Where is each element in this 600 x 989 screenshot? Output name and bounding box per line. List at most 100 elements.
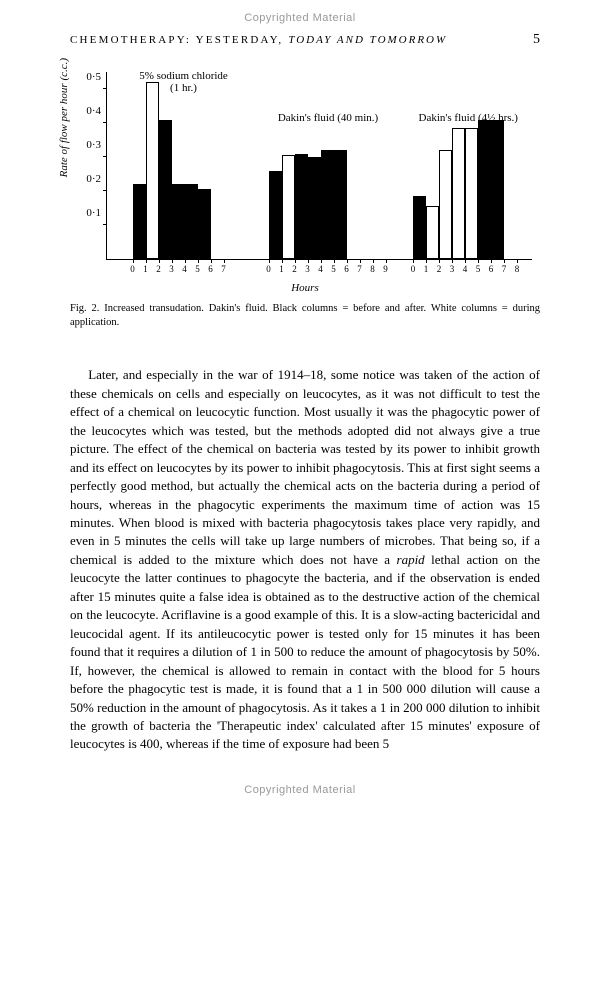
x-tick [172,259,173,263]
bar [172,184,185,259]
x-tick-label: 4 [182,264,187,274]
x-tick-label: 3 [169,264,174,274]
x-tick-label: 8 [515,264,520,274]
y-tick-label: 0·2 [86,173,101,185]
x-tick [308,259,309,263]
page-content: CHEMOTHERAPY: YESTERDAY, TODAY AND TOMOR… [0,32,600,754]
y-tick-label: 0·4 [86,105,101,117]
x-tick [347,259,348,263]
x-tick [321,259,322,263]
bar [295,154,308,259]
x-tick-label: 6 [489,264,494,274]
x-tick-label: 7 [502,264,507,274]
x-tick [146,259,147,263]
bar [159,120,172,259]
x-tick [282,259,283,263]
bar [282,155,295,259]
x-tick-label: 1 [143,264,148,274]
copyright-top: Copyrighted Material [0,0,600,32]
x-tick [159,259,160,263]
y-tick-label: 0·1 [86,207,101,219]
x-tick-label: 5 [331,264,336,274]
running-title: CHEMOTHERAPY: YESTERDAY, TODAY AND TOMOR… [70,34,447,46]
x-tick-label: 5 [195,264,200,274]
x-tick-label: 7 [357,264,362,274]
copyright-bottom: Copyrighted Material [0,754,600,804]
body-paragraph: Later, and especially in the war of 1914… [70,366,540,754]
x-tick-label: 3 [450,264,455,274]
x-tick [491,259,492,263]
group-label: Dakin's fluid (4½ hrs.) [419,112,518,124]
x-tick-label: 9 [383,264,388,274]
plot-area: 012345670123456789012345678 0·10·20·30·4… [106,72,532,260]
bar [491,120,504,259]
running-title-em: TODAY AND TOMORROW [288,34,447,46]
x-tick [185,259,186,263]
bar [439,150,452,259]
y-tick [103,156,107,157]
y-tick [103,122,107,123]
y-tick-label: 0·3 [86,139,101,151]
bar [146,82,159,259]
bar [426,206,439,259]
bar [308,157,321,259]
x-tick [504,259,505,263]
y-axis-label: Rate of flow per hour (c.c.) [58,58,70,177]
bar [452,128,465,259]
x-tick-label: 8 [370,264,375,274]
x-tick-label: 2 [437,264,442,274]
x-tick [334,259,335,263]
bar [465,128,478,259]
running-head: CHEMOTHERAPY: YESTERDAY, TODAY AND TOMOR… [70,32,540,48]
x-tick-label: 1 [424,264,429,274]
y-tick [103,190,107,191]
bar [321,150,334,259]
x-tick-label: 0 [411,264,416,274]
bar [198,189,211,259]
x-tick-label: 5 [476,264,481,274]
x-tick [224,259,225,263]
x-tick-label: 4 [318,264,323,274]
y-tick [103,224,107,225]
x-tick-label: 3 [305,264,310,274]
bar [478,120,491,259]
figure-2-chart: Rate of flow per hour (c.c.) 01234567012… [70,66,540,296]
x-tick-label: 0 [266,264,271,274]
x-tick [198,259,199,263]
x-tick [295,259,296,263]
running-title-pre: CHEMOTHERAPY: YESTERDAY, [70,34,288,46]
bar [185,184,198,259]
group-label: 5% sodium chloride(1 hr.) [139,70,228,94]
x-tick-label: 1 [279,264,284,274]
x-tick [478,259,479,263]
x-tick-label: 7 [221,264,226,274]
bar [133,184,146,259]
bar [269,171,282,259]
x-tick [517,259,518,263]
y-tick-label: 0·5 [86,71,101,83]
x-tick-label: 6 [344,264,349,274]
x-tick [386,259,387,263]
x-tick [269,259,270,263]
x-tick [426,259,427,263]
x-tick [211,259,212,263]
x-tick [133,259,134,263]
y-tick [103,88,107,89]
x-tick [373,259,374,263]
page-number: 5 [533,32,540,48]
bar [413,196,426,259]
group-label: Dakin's fluid (40 min.) [278,112,378,124]
x-tick-label: 2 [156,264,161,274]
x-tick-label: 2 [292,264,297,274]
x-tick-label: 6 [208,264,213,274]
x-tick-label: 4 [463,264,468,274]
x-tick [452,259,453,263]
x-axis-label: Hours [291,282,319,294]
figure-caption: Fig. 2. Increased transudation. Dakin's … [70,302,540,330]
bar [334,150,347,259]
bar-groups: 012345670123456789012345678 [107,72,532,259]
x-tick [413,259,414,263]
x-tick-label: 0 [130,264,135,274]
x-tick [465,259,466,263]
x-tick [360,259,361,263]
